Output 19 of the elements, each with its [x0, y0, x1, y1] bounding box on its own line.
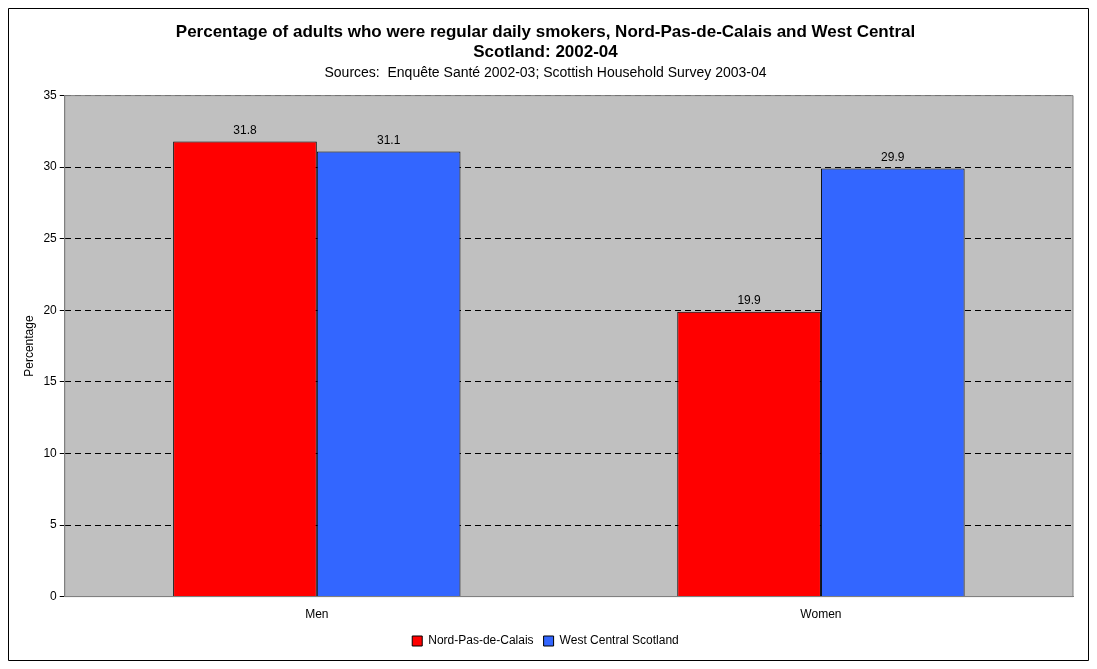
- y-tick-label: 20: [43, 302, 58, 317]
- y-tick-label: 0: [50, 588, 58, 603]
- data-label: 29.9: [881, 149, 905, 164]
- y-tick-label: 15: [43, 374, 58, 389]
- data-label: 19.9: [737, 293, 762, 308]
- y-tick-label: 35: [43, 87, 58, 102]
- chart-subtitle: Sources: Enquête Santé 2002-03; Scottish Household Survey 2003-04: [324, 64, 767, 81]
- legend-label: West Central Scotland: [559, 633, 679, 648]
- legend-label: Nord-Pas-de-Calais: [428, 633, 534, 648]
- x-tick-label: Women: [800, 607, 842, 622]
- data-label: 31.1: [376, 132, 401, 147]
- x-tick-label: Men: [305, 607, 329, 622]
- chart-title: Percentage of adults who were regular daily smokers, Nord-Pas-de-Calais and West Central Scotland: 2002-04: [175, 21, 916, 62]
- data-label: 31.8: [233, 122, 257, 137]
- y-tick-label: 25: [43, 231, 58, 246]
- y-tick-label: 10: [43, 445, 58, 460]
- y-tick-label: 30: [43, 159, 58, 174]
- y-axis-title: Percentage: [21, 315, 36, 377]
- y-tick-label: 5: [50, 517, 58, 532]
